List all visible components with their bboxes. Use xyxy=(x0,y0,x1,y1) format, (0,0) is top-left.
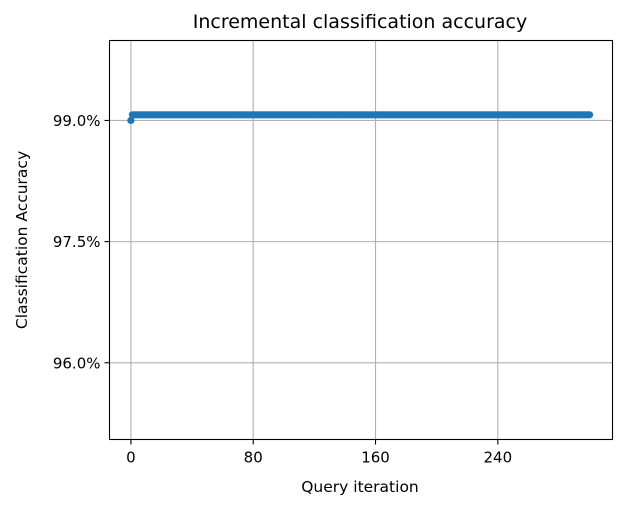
x-tick-label: 80 xyxy=(244,449,263,467)
y-tick-label: 96.0% xyxy=(53,354,101,372)
x-tick-label: 240 xyxy=(484,449,513,467)
chart-title: Incremental classification accuracy xyxy=(193,11,528,33)
y-tick-label: 99.0% xyxy=(53,112,101,130)
x-axis-label: Query iteration xyxy=(301,478,419,496)
data-point xyxy=(127,116,135,125)
x-tick-label: 160 xyxy=(361,449,390,467)
plot-frame xyxy=(108,39,614,441)
y-tick-label: 97.5% xyxy=(53,233,101,251)
data-point xyxy=(585,111,594,119)
x-tick-label: 0 xyxy=(126,449,136,467)
ticks: 0 80 160 240 96.0% 97.5% 99.0% xyxy=(53,112,512,467)
grid xyxy=(109,40,613,440)
data-points xyxy=(127,111,594,125)
y-axis-label: Classification Accuracy xyxy=(13,151,31,329)
